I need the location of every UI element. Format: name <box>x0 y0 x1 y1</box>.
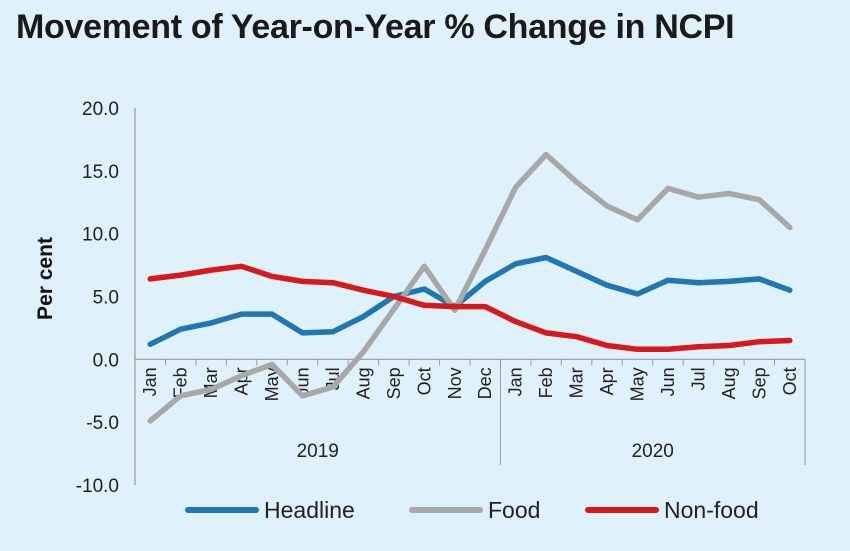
x-group-label: 2020 <box>632 441 674 462</box>
x-tick-label: Feb <box>171 367 191 398</box>
x-tick-label: Sep <box>384 367 404 399</box>
y-tick-label: 15.0 <box>82 162 119 183</box>
legend-label: Food <box>488 497 540 523</box>
y-tick-label: -10.0 <box>76 476 119 497</box>
x-tick-label: Aug <box>719 367 739 399</box>
y-axis-title: Per cent <box>34 237 57 320</box>
legend-label: Non-food <box>664 497 759 523</box>
legend-label: Headline <box>264 497 355 523</box>
x-tick-label: Dec <box>475 367 495 399</box>
x-tick-label: Sep <box>749 367 769 399</box>
x-tick-label: Jan <box>140 367 160 396</box>
x-tick-label: Mar <box>567 367 587 398</box>
x-group-label: 2019 <box>297 441 339 462</box>
y-tick-label: 10.0 <box>82 225 119 246</box>
y-tick-label: 20.0 <box>82 99 119 120</box>
y-tick-label: 0.0 <box>93 350 119 371</box>
series-line-headline <box>147 254 793 348</box>
x-tick-label: Aug <box>353 367 373 399</box>
x-tick-label: May <box>628 367 648 401</box>
x-tick-label: Oct <box>780 367 800 395</box>
y-tick-label: 5.0 <box>93 288 119 309</box>
x-tick-label: Jul <box>688 367 708 390</box>
x-tick-label: May <box>262 367 282 401</box>
x-tick-label: Jun <box>658 367 678 396</box>
series-line-non-food <box>147 263 793 353</box>
x-tick-label: Oct <box>414 367 434 395</box>
series-line-food <box>147 151 793 424</box>
x-tick-label: Feb <box>536 367 556 398</box>
x-tick-label: Nov <box>445 367 465 399</box>
chart-title: Movement of Year-on-Year % Change in NCP… <box>16 8 735 46</box>
x-tick-label: Jan <box>506 367 526 396</box>
y-tick-label: -5.0 <box>86 413 119 434</box>
x-tick-label: Apr <box>597 367 617 395</box>
